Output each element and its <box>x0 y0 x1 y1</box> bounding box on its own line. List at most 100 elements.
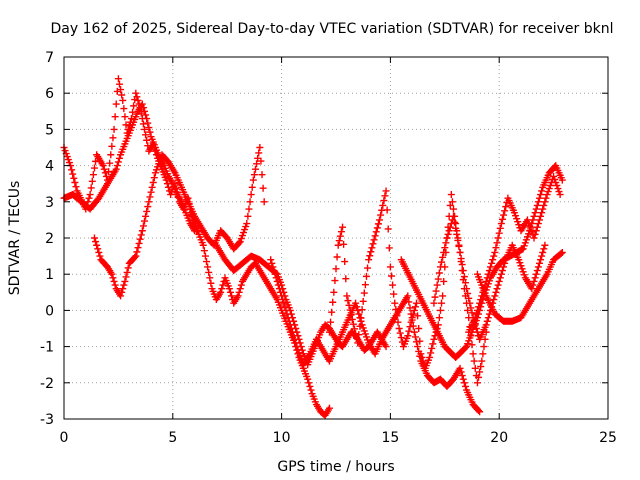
data-point <box>497 270 505 278</box>
data-point <box>460 379 468 387</box>
x-axis-label: GPS time / hours <box>277 459 394 475</box>
data-point <box>282 306 290 314</box>
data-point <box>457 368 465 376</box>
series-1 <box>60 100 199 235</box>
data-point <box>362 272 370 280</box>
y-tick-label: -2 <box>40 376 54 392</box>
data-point <box>130 102 138 110</box>
data-point <box>430 299 438 307</box>
data-point <box>110 125 118 133</box>
data-point <box>188 212 196 220</box>
data-point <box>142 131 150 139</box>
data-point <box>141 125 149 133</box>
data-point <box>144 203 152 211</box>
data-point <box>461 344 469 352</box>
data-point <box>286 321 294 329</box>
data-point <box>490 296 498 304</box>
data-point <box>537 212 545 220</box>
data-point <box>496 274 504 282</box>
data-point <box>280 299 288 307</box>
x-tick-label: 15 <box>381 430 399 446</box>
data-point <box>440 248 448 256</box>
y-tick-label: 3 <box>45 195 54 211</box>
data-point <box>483 317 491 325</box>
data-point <box>344 297 352 305</box>
data-point <box>219 281 227 289</box>
data-point <box>127 115 135 123</box>
data-point <box>353 303 361 311</box>
data-point <box>144 119 152 127</box>
data-point <box>106 159 114 167</box>
data-point <box>119 285 127 293</box>
data-point <box>200 247 208 255</box>
data-point <box>250 171 258 179</box>
data-point <box>234 292 242 300</box>
data-point <box>531 230 539 238</box>
data-point <box>456 248 464 256</box>
data-point <box>70 174 78 182</box>
data-point <box>149 178 157 186</box>
data-point <box>333 253 341 261</box>
data-point <box>475 373 483 381</box>
data-point <box>534 198 542 206</box>
data-point <box>248 183 256 191</box>
data-point <box>122 121 130 129</box>
data-point <box>371 232 379 240</box>
data-point <box>441 244 449 252</box>
data-point <box>475 407 483 415</box>
data-point <box>275 285 283 293</box>
data-point <box>405 327 413 335</box>
data-point <box>353 334 361 342</box>
data-point <box>218 285 226 293</box>
data-point <box>427 349 435 357</box>
series-4 <box>212 241 390 369</box>
data-point <box>343 292 351 300</box>
data-point <box>467 304 475 312</box>
data-point <box>479 350 487 358</box>
data-point <box>119 96 127 104</box>
data-point <box>538 252 546 260</box>
data-point <box>489 299 497 307</box>
data-point <box>327 318 335 326</box>
data-point <box>237 281 245 289</box>
data-point <box>114 75 122 83</box>
data-point <box>150 174 158 182</box>
y-tick-label: 6 <box>45 86 54 102</box>
data-point <box>472 310 480 318</box>
data-point <box>121 113 129 121</box>
data-point <box>539 248 547 256</box>
data-point <box>498 267 506 275</box>
data-point <box>120 105 128 113</box>
data-point <box>142 111 150 119</box>
data-point <box>284 314 292 322</box>
data-point <box>473 379 481 387</box>
data-point <box>342 275 350 283</box>
data-point <box>350 325 358 333</box>
data-point <box>370 236 378 244</box>
data-point <box>124 264 132 272</box>
data-point <box>414 312 422 320</box>
data-point <box>389 281 397 289</box>
data-point <box>258 171 266 179</box>
data-point <box>139 222 147 230</box>
data-point <box>122 273 130 281</box>
y-tick-label: 5 <box>45 122 54 138</box>
data-point <box>359 297 367 305</box>
data-point <box>346 306 354 314</box>
data-point <box>485 267 493 275</box>
data-point <box>272 274 280 282</box>
data-point <box>129 108 137 116</box>
y-tick-label: 0 <box>45 303 54 319</box>
data-point <box>341 258 349 266</box>
data-point <box>446 223 454 231</box>
data-point <box>85 194 93 202</box>
data-point <box>452 224 460 232</box>
data-point <box>532 205 540 213</box>
data-point <box>366 252 374 260</box>
data-point <box>409 310 417 318</box>
x-tick-label: 5 <box>168 430 177 446</box>
data-point <box>379 201 387 209</box>
series-9 <box>473 248 566 325</box>
data-point <box>406 304 414 312</box>
